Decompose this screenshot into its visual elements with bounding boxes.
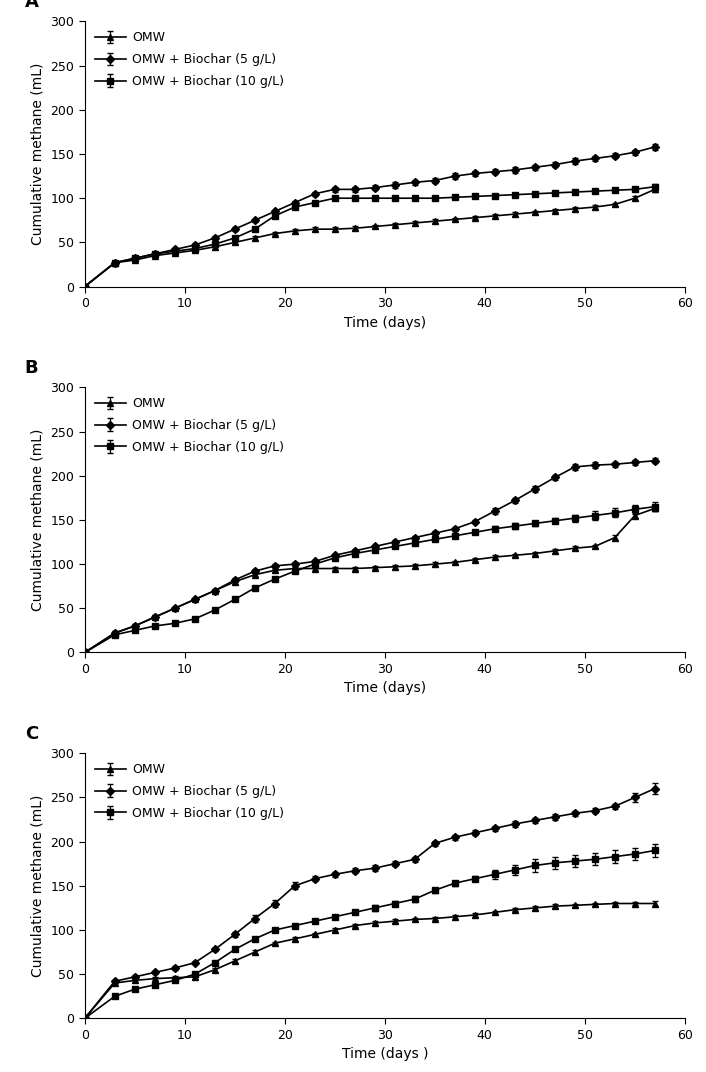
X-axis label: Time (days): Time (days) [344, 315, 426, 329]
Legend: OMW, OMW + Biochar (5 g/L), OMW + Biochar (10 g/L): OMW, OMW + Biochar (5 g/L), OMW + Biocha… [91, 28, 288, 92]
Text: C: C [25, 725, 38, 743]
Legend: OMW, OMW + Biochar (5 g/L), OMW + Biochar (10 g/L): OMW, OMW + Biochar (5 g/L), OMW + Biocha… [91, 393, 288, 458]
X-axis label: Time (days ): Time (days ) [342, 1047, 428, 1061]
Y-axis label: Cumulative methane (mL): Cumulative methane (mL) [31, 429, 45, 611]
Y-axis label: Cumulative methane (mL): Cumulative methane (mL) [31, 63, 45, 245]
Text: A: A [25, 0, 39, 11]
X-axis label: Time (days): Time (days) [344, 682, 426, 696]
Text: B: B [25, 359, 38, 376]
Y-axis label: Cumulative methane (mL): Cumulative methane (mL) [31, 794, 45, 977]
Legend: OMW, OMW + Biochar (5 g/L), OMW + Biochar (10 g/L): OMW, OMW + Biochar (5 g/L), OMW + Biocha… [91, 759, 288, 823]
